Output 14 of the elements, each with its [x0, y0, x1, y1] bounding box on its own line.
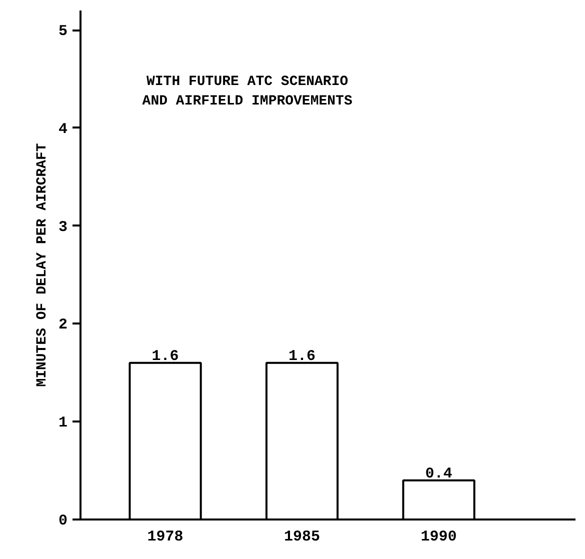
y-tick-label: 4: [58, 120, 68, 138]
annotation: WITH FUTURE ATC SCENARIO AND AIRFIELD IMPROVEMENTS: [142, 74, 352, 110]
data-label: 1.6: [152, 348, 179, 365]
data-label: 1.6: [288, 348, 316, 365]
y-tick-label: 3: [58, 218, 68, 236]
x-tick-label: 1985: [284, 528, 320, 546]
x-tick-label: 1990: [420, 528, 457, 546]
y-tick-label: 5: [58, 23, 68, 40]
y-tick-label: 2: [58, 316, 68, 334]
y-tick-label: 0: [58, 512, 68, 530]
data-label: 0.4: [425, 465, 452, 482]
y-axis-title: MINUTES OF DELAY PER AIRCRAFT: [34, 143, 50, 387]
y-tick-label: 1: [58, 414, 68, 432]
x-tick-label: 1978: [147, 528, 184, 546]
